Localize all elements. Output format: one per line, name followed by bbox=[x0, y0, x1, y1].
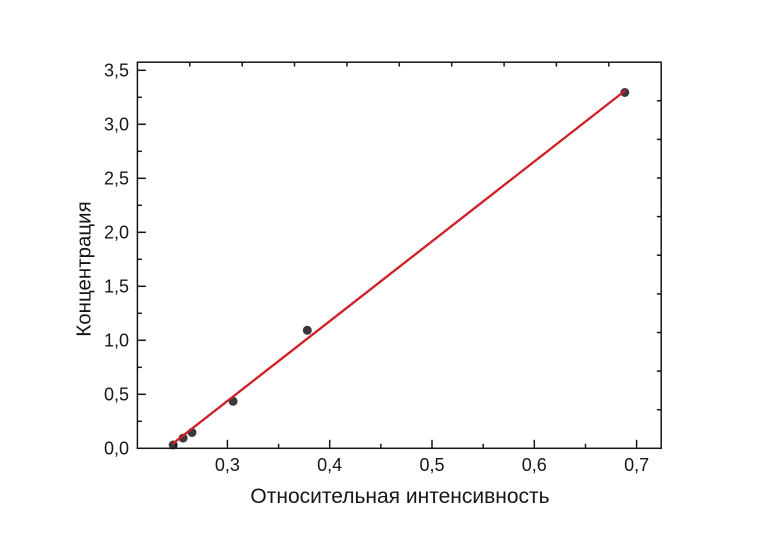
svg-text:2,0: 2,0 bbox=[104, 223, 129, 243]
svg-text:3,0: 3,0 bbox=[104, 115, 129, 135]
svg-text:1,5: 1,5 bbox=[104, 277, 129, 297]
svg-text:3,5: 3,5 bbox=[104, 61, 129, 81]
svg-text:Концентрация: Концентрация bbox=[73, 201, 96, 336]
svg-text:0,4: 0,4 bbox=[317, 455, 342, 475]
svg-text:0,0: 0,0 bbox=[104, 439, 129, 459]
svg-text:0,7: 0,7 bbox=[624, 455, 649, 475]
svg-text:1,0: 1,0 bbox=[104, 331, 129, 351]
svg-text:0,6: 0,6 bbox=[522, 455, 547, 475]
svg-text:0,3: 0,3 bbox=[215, 455, 240, 475]
svg-text:Относительная интенсивность: Относительная интенсивность bbox=[250, 485, 549, 508]
svg-text:0,5: 0,5 bbox=[104, 385, 129, 405]
svg-text:0,5: 0,5 bbox=[419, 455, 444, 475]
svg-text:2,5: 2,5 bbox=[104, 169, 129, 189]
